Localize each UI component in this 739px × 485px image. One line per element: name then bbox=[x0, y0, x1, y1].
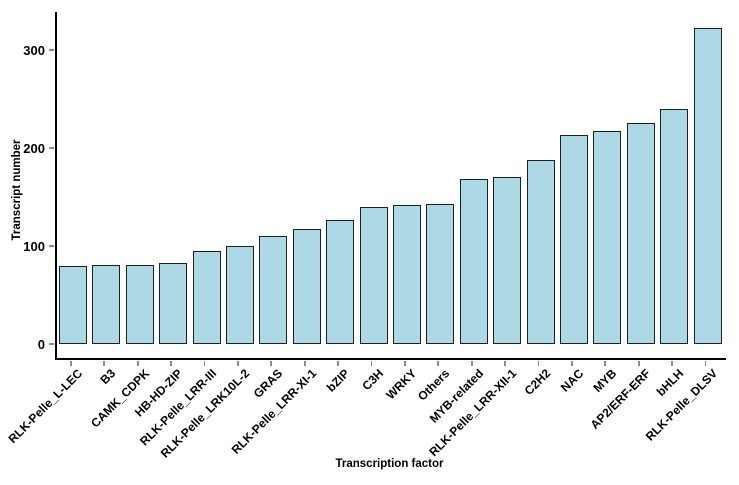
bar bbox=[626, 122, 655, 344]
bar bbox=[526, 159, 555, 344]
bar bbox=[92, 264, 121, 344]
x-axis-tick bbox=[470, 360, 473, 366]
x-axis-tick bbox=[237, 360, 239, 366]
bar bbox=[159, 262, 188, 344]
x-axis-tick bbox=[303, 360, 306, 366]
x-axis-tick bbox=[537, 360, 540, 366]
x-axis-tick bbox=[637, 360, 640, 366]
x-axis-tick bbox=[70, 360, 72, 366]
bar bbox=[226, 246, 254, 344]
bar bbox=[326, 219, 355, 344]
bar bbox=[359, 206, 388, 344]
bar bbox=[393, 204, 421, 344]
y-axis-tick-label: 100 bbox=[23, 238, 45, 254]
x-axis-tick bbox=[337, 360, 339, 366]
x-axis-tick bbox=[437, 360, 440, 366]
x-axis-tick bbox=[504, 360, 506, 366]
y-axis-tick bbox=[49, 147, 54, 149]
y-axis-tick-label: 300 bbox=[23, 42, 45, 58]
bar bbox=[426, 203, 455, 344]
x-axis-tick bbox=[136, 360, 139, 366]
bar bbox=[493, 177, 522, 344]
x-axis-title: Transcription factor bbox=[335, 458, 444, 470]
bar bbox=[593, 131, 622, 344]
y-axis-tick-label: 0 bbox=[37, 336, 45, 352]
bar bbox=[693, 28, 722, 344]
x-axis-tick bbox=[571, 360, 573, 366]
x-axis-tick bbox=[203, 360, 206, 366]
x-axis-tick bbox=[671, 360, 673, 366]
y-axis-tick bbox=[49, 343, 54, 345]
x-axis-tick bbox=[404, 360, 406, 366]
bar bbox=[192, 250, 221, 344]
bar bbox=[59, 265, 87, 344]
bar bbox=[259, 236, 288, 344]
bar bbox=[660, 108, 689, 344]
x-axis-tick bbox=[170, 360, 172, 366]
x-axis-tick bbox=[604, 360, 607, 366]
bar bbox=[125, 264, 154, 344]
bar bbox=[459, 179, 488, 344]
x-axis-tick bbox=[370, 360, 373, 366]
x-axis-tick bbox=[704, 360, 707, 366]
bar bbox=[292, 229, 321, 344]
bar bbox=[560, 135, 588, 344]
y-axis-tick bbox=[49, 49, 54, 51]
y-axis-tick-label: 200 bbox=[23, 140, 45, 156]
x-axis-tick bbox=[270, 360, 273, 366]
x-axis-tick bbox=[103, 360, 106, 366]
y-axis-tick bbox=[49, 245, 54, 247]
plot-area bbox=[55, 12, 726, 360]
